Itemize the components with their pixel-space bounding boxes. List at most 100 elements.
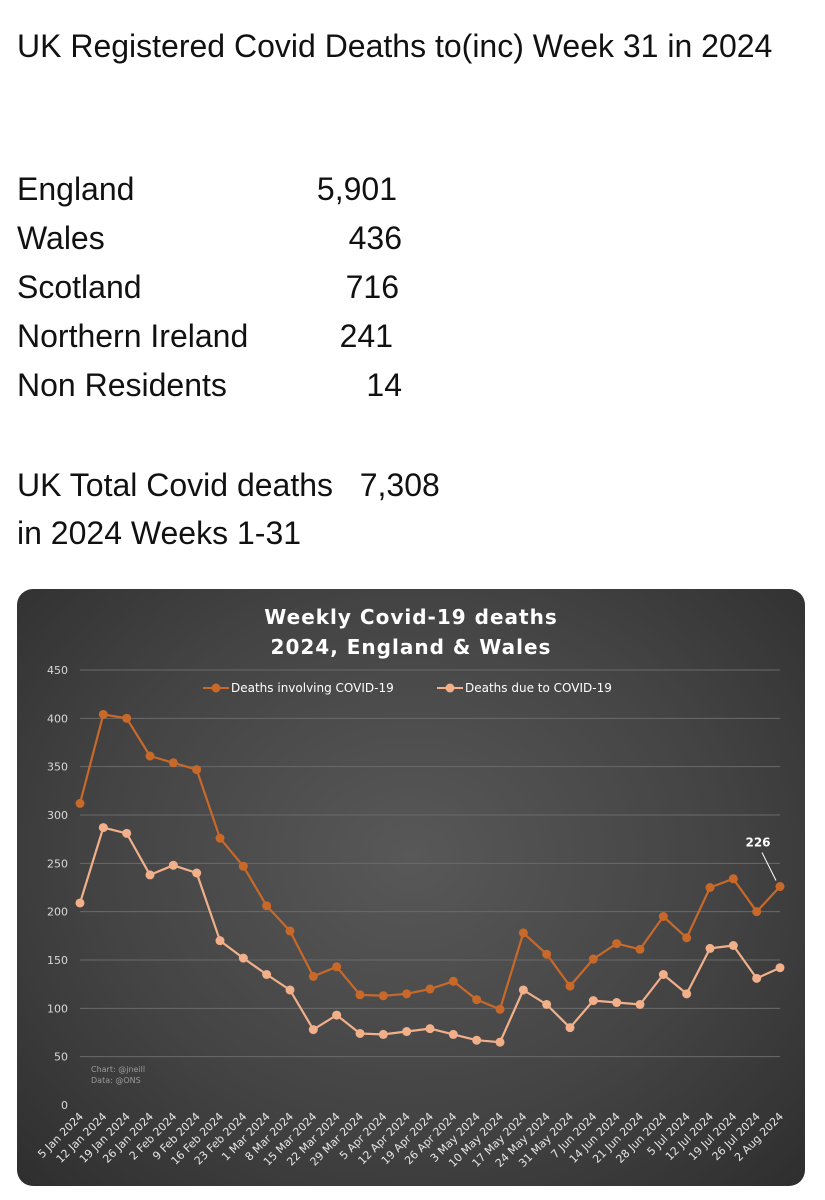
series-group: [75, 709, 785, 1047]
data-point: [542, 999, 552, 1009]
series-line: [78, 713, 781, 1011]
y-axis: 0 50 100 150 200 250 300 350 400 450: [47, 664, 68, 1112]
y-tick-label: 450: [47, 664, 68, 677]
data-point: [658, 970, 668, 979]
data-point: [168, 860, 178, 870]
y-tick-label: 150: [47, 954, 68, 967]
stat-label: Scotland: [17, 269, 142, 305]
annotation-leader: [761, 852, 777, 881]
data-point: [565, 981, 575, 991]
data-point: [588, 996, 598, 1006]
data-point: [612, 939, 622, 949]
data-point: [168, 758, 178, 768]
stat-row-scotland: Scotland 716: [17, 263, 417, 311]
data-point: [98, 709, 108, 719]
data-point: [752, 973, 762, 983]
data-point: [238, 953, 248, 963]
chart-subtitle: 2024, England & Wales: [271, 635, 552, 659]
data-point: [775, 882, 785, 892]
data-point: [378, 991, 388, 1001]
legend: Deaths involving COVID-19 Deaths due to C…: [203, 681, 612, 695]
data-point: [635, 944, 645, 954]
y-tick-label: 350: [47, 761, 68, 774]
data-point: [378, 1029, 388, 1039]
data-point: [402, 989, 412, 999]
data-point: [588, 954, 598, 964]
stat-row-northern-ireland: Northern Ireland 241: [17, 312, 417, 360]
legend-marker: [211, 683, 221, 693]
data-point: [565, 1023, 575, 1033]
stat-label: England: [17, 171, 135, 207]
data-point: [355, 1028, 365, 1038]
legend-marker: [445, 683, 455, 693]
data-point: [612, 998, 622, 1008]
data-point: [192, 765, 202, 775]
data-point: [705, 943, 715, 953]
stat-label: Non Residents: [17, 367, 227, 403]
data-point: [402, 1027, 412, 1037]
stat-value: 716: [345, 269, 399, 305]
chart-card: Weekly Covid-19 deaths 2024, England & W…: [17, 589, 805, 1186]
data-point: [238, 861, 248, 871]
data-point: [122, 713, 132, 723]
stat-value: 5,901: [316, 171, 397, 207]
data-point: [425, 1024, 435, 1034]
data-point: [542, 949, 552, 959]
data-point: [215, 936, 225, 946]
post-headline: UK Registered Covid Deaths to(inc) Week …: [17, 28, 773, 64]
data-point: [728, 941, 738, 950]
stat-label: Wales: [17, 220, 105, 256]
data-point: [448, 976, 458, 986]
data-point: [145, 870, 155, 880]
data-point: [145, 751, 155, 761]
line-chart: Weekly Covid-19 deaths 2024, England & W…: [35, 605, 786, 1170]
data-point: [215, 833, 225, 843]
data-point: [332, 962, 342, 972]
data-point: [98, 823, 108, 833]
data-point: [192, 868, 202, 878]
data-point: [262, 901, 272, 911]
data-point: [472, 1035, 482, 1045]
data-point: [285, 985, 295, 995]
stat-row-wales: Wales 436: [17, 214, 417, 262]
stat-row-non-residents: Non Residents 14: [17, 361, 417, 409]
legend-label: Deaths involving COVID-19: [231, 681, 394, 695]
data-point: [308, 971, 318, 981]
data-point: [682, 933, 692, 943]
data-point: [752, 907, 762, 917]
y-tick-label: 250: [47, 857, 68, 870]
y-tick-label: 0: [61, 1099, 68, 1112]
data-point: [635, 999, 645, 1009]
data-point: [355, 990, 365, 1000]
data-point: [775, 963, 785, 973]
data-point: [518, 985, 528, 995]
y-tick-label: 100: [47, 1002, 68, 1015]
data-point: [495, 1004, 505, 1014]
data-point: [448, 1029, 458, 1039]
stat-row-england: England 5,901: [17, 165, 417, 213]
chart-credit: Chart: @jneill: [91, 1065, 145, 1074]
chart-title: Weekly Covid-19 deaths: [264, 605, 557, 629]
annotation-label: 226: [745, 836, 770, 850]
data-point: [728, 874, 738, 884]
y-tick-label: 50: [54, 1051, 68, 1064]
stat-value: 241: [339, 318, 393, 354]
data-point: [122, 828, 132, 838]
data-point: [705, 883, 715, 892]
data-point: [332, 1010, 342, 1020]
data-point: [682, 989, 692, 999]
y-tick-label: 200: [47, 906, 68, 919]
data-point: [425, 984, 435, 994]
data-point: [658, 912, 668, 921]
data-point: [262, 970, 272, 979]
total-line: UK Total Covid deaths 7,308: [17, 467, 440, 503]
data-point: [75, 798, 85, 808]
stat-label: Northern Ireland: [17, 318, 249, 354]
stat-value: 436: [348, 220, 402, 256]
stat-value: 14: [366, 367, 402, 403]
y-tick-label: 300: [47, 809, 68, 822]
series-line: [78, 826, 781, 1044]
annotation-group: 226: [745, 836, 777, 881]
gridlines: [80, 669, 780, 1058]
y-tick-label: 400: [47, 712, 68, 725]
